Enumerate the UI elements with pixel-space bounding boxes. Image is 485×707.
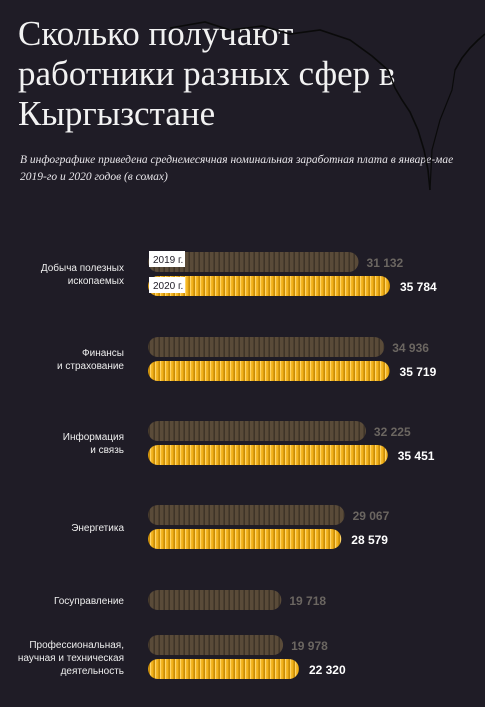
category-label-line: и страхование bbox=[57, 361, 124, 372]
category-label-line: Финансы bbox=[82, 348, 124, 359]
category-label-line: Информация bbox=[62, 432, 124, 443]
category-label: Информация и связь bbox=[63, 431, 124, 457]
value-label-2019: 19 718 bbox=[289, 594, 326, 608]
category-label-line: и связь bbox=[90, 445, 124, 456]
value-label-2020: 35 719 bbox=[400, 365, 437, 379]
value-label-2020: 35 451 bbox=[398, 449, 435, 463]
bar-2020 bbox=[148, 529, 342, 549]
category-label-line: Добыча полезных bbox=[40, 263, 124, 274]
value-label-2019: 31 132 bbox=[367, 256, 404, 270]
bar-2019 bbox=[148, 505, 345, 525]
category-label-line: научная и техническая bbox=[17, 652, 124, 664]
legend-2020: 2020 г. bbox=[153, 281, 183, 292]
category-label-line: Госуправление bbox=[54, 595, 124, 607]
value-label-2020: 22 320 bbox=[309, 663, 346, 677]
bar-2020 bbox=[148, 659, 299, 679]
category-label: Энергетика bbox=[71, 522, 124, 535]
bar-2020 bbox=[148, 276, 390, 296]
bar-2020 bbox=[148, 445, 388, 465]
category-label: Добыча полезных ископаемых bbox=[41, 262, 124, 288]
value-label-2019: 19 978 bbox=[291, 639, 328, 653]
bar-2019 bbox=[148, 421, 366, 441]
bar-2019 bbox=[148, 337, 385, 357]
value-label-2019: 29 067 bbox=[353, 509, 390, 523]
value-label-2020: 35 784 bbox=[400, 280, 437, 294]
category-label: Профессиональная, научная и техническая де… bbox=[18, 639, 124, 678]
value-label-2019: 34 936 bbox=[392, 341, 429, 355]
value-label-2019: 32 225 bbox=[374, 425, 411, 439]
chart-subtitle: В инфографике приведена среднемесячная н… bbox=[20, 154, 454, 183]
category-label-line: ископаемых bbox=[67, 276, 124, 287]
category-label: Финансы и страхование bbox=[57, 347, 124, 373]
category-label-line: Энергетика bbox=[71, 522, 124, 534]
category-label: Госуправление bbox=[54, 595, 124, 608]
bar-2019 bbox=[148, 635, 284, 655]
value-label-2020: 28 579 bbox=[351, 533, 388, 547]
category-label-line: Профессиональная, bbox=[29, 639, 124, 651]
legend-2019: 2019 г. bbox=[153, 255, 183, 266]
legend-2019-box bbox=[149, 251, 185, 267]
legend-2020-box bbox=[149, 277, 185, 293]
page-title: Сколько получают работники разных сфер в… bbox=[18, 14, 396, 133]
bar-2020 bbox=[148, 361, 390, 381]
bar-2019 bbox=[148, 252, 359, 272]
category-label-line: деятельность bbox=[60, 665, 124, 677]
bar-2019 bbox=[148, 590, 282, 610]
